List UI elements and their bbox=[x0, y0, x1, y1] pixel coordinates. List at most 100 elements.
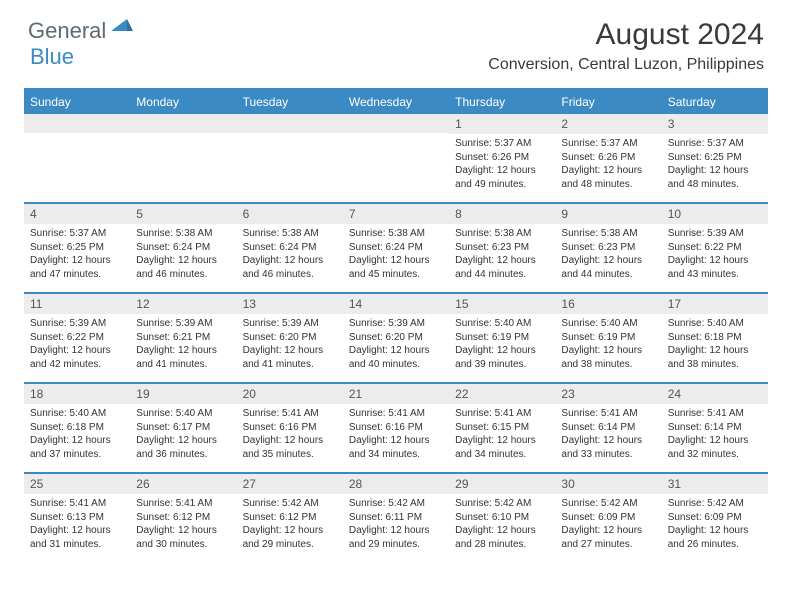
sunrise-line: Sunrise: 5:39 AM bbox=[30, 317, 124, 331]
sunrise-line: Sunrise: 5:38 AM bbox=[349, 227, 443, 241]
day-content: Sunrise: 5:41 AMSunset: 6:12 PMDaylight:… bbox=[130, 494, 236, 555]
sunset-line: Sunset: 6:12 PM bbox=[243, 511, 337, 525]
calendar-day-cell: 6Sunrise: 5:38 AMSunset: 6:24 PMDaylight… bbox=[237, 204, 343, 292]
calendar-day-cell: 2Sunrise: 5:37 AMSunset: 6:26 PMDaylight… bbox=[555, 114, 661, 202]
day-content: Sunrise: 5:38 AMSunset: 6:23 PMDaylight:… bbox=[555, 224, 661, 285]
day-number: 24 bbox=[662, 384, 768, 404]
sunrise-line: Sunrise: 5:41 AM bbox=[455, 407, 549, 421]
day-content: Sunrise: 5:39 AMSunset: 6:22 PMDaylight:… bbox=[24, 314, 130, 375]
month-title: August 2024 bbox=[488, 18, 764, 52]
day-content: Sunrise: 5:38 AMSunset: 6:23 PMDaylight:… bbox=[449, 224, 555, 285]
day-content: Sunrise: 5:40 AMSunset: 6:19 PMDaylight:… bbox=[449, 314, 555, 375]
sunrise-line: Sunrise: 5:40 AM bbox=[136, 407, 230, 421]
day-content: Sunrise: 5:41 AMSunset: 6:14 PMDaylight:… bbox=[555, 404, 661, 465]
calendar-day-cell: 16Sunrise: 5:40 AMSunset: 6:19 PMDayligh… bbox=[555, 294, 661, 382]
sunrise-line: Sunrise: 5:42 AM bbox=[455, 497, 549, 511]
day-number: 7 bbox=[343, 204, 449, 224]
daylight-line: Daylight: 12 hours and 29 minutes. bbox=[349, 524, 443, 551]
calendar-week-row: 11Sunrise: 5:39 AMSunset: 6:22 PMDayligh… bbox=[24, 292, 768, 382]
calendar-day-cell: 31Sunrise: 5:42 AMSunset: 6:09 PMDayligh… bbox=[662, 474, 768, 562]
sunset-line: Sunset: 6:23 PM bbox=[561, 241, 655, 255]
calendar-week-row: 4Sunrise: 5:37 AMSunset: 6:25 PMDaylight… bbox=[24, 202, 768, 292]
day-number: 18 bbox=[24, 384, 130, 404]
day-number: 3 bbox=[662, 114, 768, 134]
brand-part2: Blue bbox=[30, 44, 74, 70]
calendar-week-row: 1Sunrise: 5:37 AMSunset: 6:26 PMDaylight… bbox=[24, 114, 768, 202]
sunset-line: Sunset: 6:09 PM bbox=[561, 511, 655, 525]
brand-logo-line2: Blue bbox=[30, 44, 74, 70]
sunset-line: Sunset: 6:20 PM bbox=[243, 331, 337, 345]
day-number: 4 bbox=[24, 204, 130, 224]
daylight-line: Daylight: 12 hours and 28 minutes. bbox=[455, 524, 549, 551]
day-content: Sunrise: 5:42 AMSunset: 6:09 PMDaylight:… bbox=[555, 494, 661, 555]
sunrise-line: Sunrise: 5:40 AM bbox=[455, 317, 549, 331]
sunrise-line: Sunrise: 5:38 AM bbox=[561, 227, 655, 241]
daylight-line: Daylight: 12 hours and 47 minutes. bbox=[30, 254, 124, 281]
sunset-line: Sunset: 6:11 PM bbox=[349, 511, 443, 525]
day-content: Sunrise: 5:38 AMSunset: 6:24 PMDaylight:… bbox=[130, 224, 236, 285]
sunset-line: Sunset: 6:18 PM bbox=[30, 421, 124, 435]
sunset-line: Sunset: 6:26 PM bbox=[455, 151, 549, 165]
calendar-day-cell: 27Sunrise: 5:42 AMSunset: 6:12 PMDayligh… bbox=[237, 474, 343, 562]
daylight-line: Daylight: 12 hours and 39 minutes. bbox=[455, 344, 549, 371]
day-content: Sunrise: 5:37 AMSunset: 6:26 PMDaylight:… bbox=[449, 134, 555, 195]
sunrise-line: Sunrise: 5:40 AM bbox=[561, 317, 655, 331]
sunset-line: Sunset: 6:16 PM bbox=[243, 421, 337, 435]
calendar-day-cell: 26Sunrise: 5:41 AMSunset: 6:12 PMDayligh… bbox=[130, 474, 236, 562]
daylight-line: Daylight: 12 hours and 38 minutes. bbox=[561, 344, 655, 371]
day-content: Sunrise: 5:39 AMSunset: 6:20 PMDaylight:… bbox=[237, 314, 343, 375]
sunset-line: Sunset: 6:21 PM bbox=[136, 331, 230, 345]
day-number: 29 bbox=[449, 474, 555, 494]
sunrise-line: Sunrise: 5:37 AM bbox=[668, 137, 762, 151]
sunrise-line: Sunrise: 5:40 AM bbox=[30, 407, 124, 421]
calendar-day-cell: 18 Sunrise: 5:40 AMSunset: 6:18 PMDayligh… bbox=[24, 384, 130, 472]
calendar-day-cell bbox=[343, 114, 449, 202]
day-number-empty bbox=[237, 114, 343, 133]
day-number: 9 bbox=[555, 204, 661, 224]
day-number: 21 bbox=[343, 384, 449, 404]
day-content: Sunrise: 5:37 AMSunset: 6:26 PMDaylight:… bbox=[555, 134, 661, 195]
weekday-header: Sunday bbox=[24, 90, 130, 114]
day-content: Sunrise: 5:37 AMSunset: 6:25 PMDaylight:… bbox=[662, 134, 768, 195]
daylight-line: Daylight: 12 hours and 46 minutes. bbox=[243, 254, 337, 281]
sunset-line: Sunset: 6:18 PM bbox=[668, 331, 762, 345]
sunset-line: Sunset: 6:22 PM bbox=[30, 331, 124, 345]
day-number: 17 bbox=[662, 294, 768, 314]
sunset-line: Sunset: 6:25 PM bbox=[30, 241, 124, 255]
calendar-day-cell bbox=[24, 114, 130, 202]
sunset-line: Sunset: 6:19 PM bbox=[455, 331, 549, 345]
daylight-line: Daylight: 12 hours and 31 minutes. bbox=[30, 524, 124, 551]
calendar-week-row: 25Sunrise: 5:41 AMSunset: 6:13 PMDayligh… bbox=[24, 472, 768, 562]
daylight-line: Daylight: 12 hours and 43 minutes. bbox=[668, 254, 762, 281]
calendar-day-cell: 28Sunrise: 5:42 AMSunset: 6:11 PMDayligh… bbox=[343, 474, 449, 562]
sunset-line: Sunset: 6:26 PM bbox=[561, 151, 655, 165]
sunset-line: Sunset: 6:13 PM bbox=[30, 511, 124, 525]
day-number: 26 bbox=[130, 474, 236, 494]
sunrise-line: Sunrise: 5:39 AM bbox=[243, 317, 337, 331]
day-content: Sunrise: 5:42 AMSunset: 6:12 PMDaylight:… bbox=[237, 494, 343, 555]
sunset-line: Sunset: 6:17 PM bbox=[136, 421, 230, 435]
daylight-line: Daylight: 12 hours and 37 minutes. bbox=[30, 434, 124, 461]
sunset-line: Sunset: 6:24 PM bbox=[136, 241, 230, 255]
day-content: Sunrise: 5:41 AMSunset: 6:15 PMDaylight:… bbox=[449, 404, 555, 465]
sunset-line: Sunset: 6:24 PM bbox=[243, 241, 337, 255]
calendar-day-cell: 11Sunrise: 5:39 AMSunset: 6:22 PMDayligh… bbox=[24, 294, 130, 382]
day-number: 12 bbox=[130, 294, 236, 314]
weekday-header: Thursday bbox=[449, 90, 555, 114]
calendar-day-cell: 15Sunrise: 5:40 AMSunset: 6:19 PMDayligh… bbox=[449, 294, 555, 382]
calendar-day-cell: 4Sunrise: 5:37 AMSunset: 6:25 PMDaylight… bbox=[24, 204, 130, 292]
day-content: Sunrise: 5:38 AMSunset: 6:24 PMDaylight:… bbox=[237, 224, 343, 285]
day-number: 19 bbox=[130, 384, 236, 404]
sunrise-line: Sunrise: 5:39 AM bbox=[668, 227, 762, 241]
brand-logo: General bbox=[28, 18, 135, 44]
day-number: 31 bbox=[662, 474, 768, 494]
calendar-day-cell: 21Sunrise: 5:41 AMSunset: 6:16 PMDayligh… bbox=[343, 384, 449, 472]
daylight-line: Daylight: 12 hours and 34 minutes. bbox=[455, 434, 549, 461]
brand-part1: General bbox=[28, 18, 106, 44]
daylight-line: Daylight: 12 hours and 33 minutes. bbox=[561, 434, 655, 461]
calendar-day-cell: 24Sunrise: 5:41 AMSunset: 6:14 PMDayligh… bbox=[662, 384, 768, 472]
weekday-header: Wednesday bbox=[343, 90, 449, 114]
daylight-line: Daylight: 12 hours and 40 minutes. bbox=[349, 344, 443, 371]
daylight-line: Daylight: 12 hours and 36 minutes. bbox=[136, 434, 230, 461]
header: General August 2024 Conversion, Central … bbox=[0, 0, 792, 82]
